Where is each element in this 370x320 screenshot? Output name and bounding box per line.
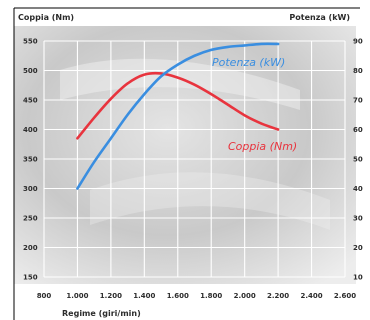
x-tick-label: 1.600	[167, 292, 189, 300]
y-right-tick-label: 60	[353, 126, 363, 134]
y-left-tick-label: 550	[23, 38, 38, 46]
y-right-tick-label: 90	[353, 38, 363, 46]
y-right-tick-label: 20	[353, 244, 363, 252]
left-axis-title: Coppia (Nm)	[18, 13, 74, 22]
y-left-tick-label: 300	[23, 185, 38, 193]
y-right-tick-label: 30	[353, 215, 363, 223]
y-right-tick-label: 70	[353, 97, 363, 105]
y-left-tick-label: 400	[23, 126, 38, 134]
x-tick-label: 1.800	[200, 292, 222, 300]
y-right-tick-label: 40	[353, 185, 363, 193]
y-left-tick-label: 200	[23, 244, 38, 252]
x-tick-label: 1.400	[133, 292, 155, 300]
y-left-tick-label: 450	[23, 97, 38, 105]
series-line-potenza	[76, 42, 280, 190]
y-left-tick-label: 500	[23, 67, 38, 75]
right-axis-title: Potenza (kW)	[289, 13, 350, 22]
chart-background	[14, 26, 356, 284]
x-axis-title: Regime (giri/min)	[62, 309, 141, 318]
x-tick-label: 2.200	[267, 292, 289, 300]
y-right-tick-label: 10	[353, 274, 363, 282]
y-left-tick-label: 350	[23, 156, 38, 164]
series-label-coppia: Coppia (Nm)	[228, 140, 297, 153]
series-line-coppia	[76, 71, 280, 140]
y-right-tick-label: 50	[353, 156, 363, 164]
x-tick-label: 2.000	[234, 292, 256, 300]
x-tick-label: 800	[37, 292, 52, 300]
background-highlight	[90, 172, 330, 230]
x-tick-label: 2.400	[300, 292, 322, 300]
series-label-potenza: Potenza (kW)	[212, 56, 285, 69]
y-left-tick-label: 150	[23, 274, 38, 282]
x-tick-label: 2.600	[334, 292, 356, 300]
background-highlight	[60, 58, 300, 110]
x-tick-label: 1.200	[100, 292, 122, 300]
y-right-tick-label: 80	[353, 67, 363, 75]
y-left-tick-label: 250	[23, 215, 38, 223]
x-tick-label: 1.000	[66, 292, 88, 300]
